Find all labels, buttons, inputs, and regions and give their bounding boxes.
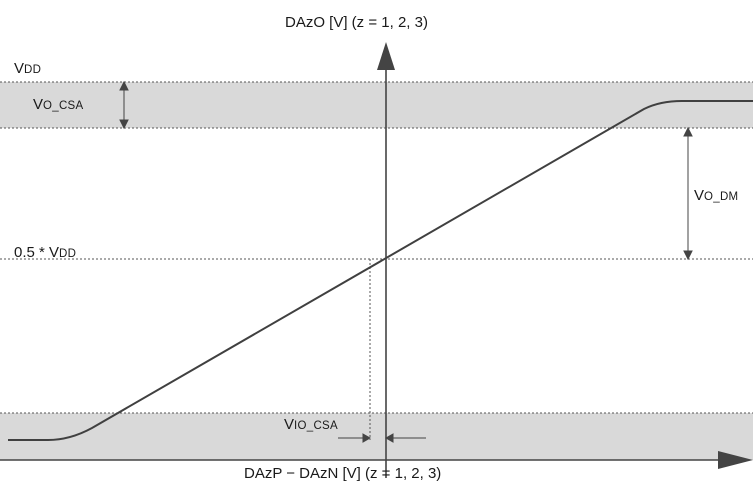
vdd-label: VDD bbox=[14, 60, 42, 77]
half-vdd-label: 0.5 * VDD bbox=[14, 244, 77, 261]
vo-dm-label: VO_DM bbox=[694, 187, 739, 204]
lower-saturation-band bbox=[0, 413, 753, 460]
vo-csa-arrowhead-bottom bbox=[119, 119, 129, 130]
vio-csa-label: VIO_CSA bbox=[284, 416, 338, 433]
upper-saturation-band bbox=[0, 82, 753, 128]
vo-csa-label: VO_CSA bbox=[33, 96, 84, 113]
vo-dm-arrowhead-top bbox=[683, 126, 693, 137]
vo-csa-arrowhead-top bbox=[119, 80, 129, 91]
transfer-curve bbox=[8, 100, 753, 441]
x-axis-label: DAzP − DAzN [V] (z = 1, 2, 3) bbox=[244, 465, 442, 482]
y-axis-label: DAzO [V] (z = 1, 2, 3) bbox=[285, 14, 428, 31]
y-axis-arrowhead bbox=[377, 42, 395, 70]
vio-csa-left-arrowhead bbox=[362, 433, 372, 443]
vio-csa-right-arrowhead bbox=[384, 433, 394, 443]
vo-dm-arrowhead-bottom bbox=[683, 250, 693, 261]
x-axis-arrowhead bbox=[718, 451, 753, 469]
